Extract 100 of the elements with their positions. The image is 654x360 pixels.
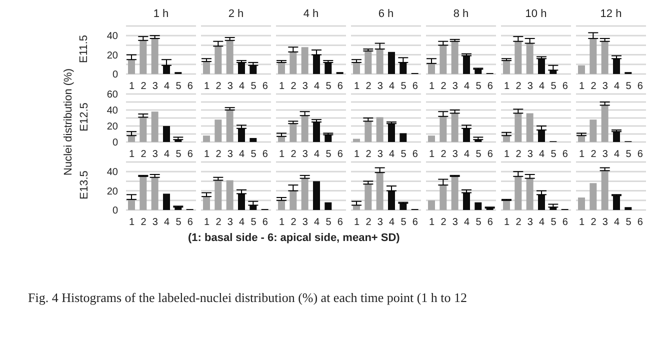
chart-title: 6 h	[377, 8, 395, 20]
bar	[203, 62, 210, 74]
bar	[353, 205, 360, 210]
x-tick-label: 3	[152, 217, 158, 228]
x-tick-label: 4	[239, 217, 246, 228]
x-tick-label: 1	[429, 217, 436, 228]
bar	[578, 65, 585, 74]
text: Nuclei distribution (%)	[62, 68, 74, 176]
x-tick-label: 3	[302, 81, 308, 92]
x-tick-label: 4	[539, 81, 546, 92]
bar	[474, 202, 482, 210]
bar	[590, 183, 597, 210]
x-tick-label: 5	[250, 217, 257, 228]
x-tick-label: 4	[389, 149, 396, 160]
bar	[624, 207, 632, 210]
chart-title: 1 h	[152, 8, 170, 20]
bar	[376, 172, 384, 210]
bar	[613, 132, 620, 142]
x-tick-label: 4	[164, 217, 170, 228]
bar	[538, 194, 545, 210]
x-tick-label: 5	[176, 217, 182, 228]
bar	[278, 62, 285, 74]
x-tick-label: 4	[164, 149, 170, 160]
x-tick-label: 6	[187, 149, 194, 160]
x-tick-label: 5	[626, 217, 632, 228]
x-tick-label: 6	[412, 149, 418, 160]
bar	[514, 176, 522, 210]
x-tick-label: 4	[614, 81, 620, 92]
x-tick-label: 1	[129, 217, 136, 228]
bar	[451, 113, 458, 142]
x-tick-label: 2	[140, 149, 147, 160]
x-tick-label: 5	[326, 81, 332, 92]
x-tick-label: 6	[487, 81, 494, 92]
chart-title: 10 h	[524, 8, 548, 20]
y-axis-title: E12.5	[78, 102, 90, 132]
bar	[163, 126, 170, 142]
bar	[503, 136, 510, 142]
bar	[526, 43, 534, 74]
bar	[364, 50, 372, 74]
x-tick-label: 2	[440, 149, 447, 160]
bar	[400, 62, 407, 74]
bar	[301, 116, 308, 142]
x-tick-label: 6	[412, 81, 418, 92]
x-tick-label: 3	[152, 149, 158, 160]
bar	[278, 200, 285, 210]
x-tick-label: 1	[129, 81, 136, 92]
x-tick-label: 2	[516, 217, 522, 228]
chart-title: 8 h	[452, 8, 470, 20]
bar	[601, 170, 608, 210]
x-tick-label: 2	[366, 149, 372, 160]
bar	[313, 181, 320, 210]
x-tick-label: 6	[637, 217, 644, 228]
x-tick-label: 1	[279, 81, 286, 92]
x-tick-label: 3	[527, 149, 534, 160]
x-tick-label: 6	[562, 217, 568, 228]
x-tick-label: 6	[487, 217, 494, 228]
x-tick-label: 4	[314, 149, 320, 160]
bar	[226, 180, 234, 210]
x-tick-label: 5	[550, 81, 557, 92]
x-tick-label: 6	[562, 149, 568, 160]
x-tick-label: 4	[164, 81, 170, 92]
bar	[238, 194, 245, 210]
x-tick-label: 1	[129, 149, 136, 160]
bar	[428, 63, 435, 74]
bar	[290, 52, 297, 74]
x-tick-label: 5	[250, 81, 257, 92]
x-tick-label: 3	[602, 149, 608, 160]
y-tick-label: 0	[112, 70, 118, 81]
x-tick-label: 4	[239, 149, 246, 160]
bar	[151, 177, 158, 210]
bar	[590, 120, 597, 142]
bar	[203, 136, 210, 142]
bar	[290, 124, 297, 142]
chart-title: 12 h	[599, 8, 623, 20]
x-tick-label: 3	[527, 81, 534, 92]
x-tick-label: 3	[602, 81, 608, 92]
bar	[601, 105, 608, 142]
bar	[451, 41, 458, 74]
x-tick-label: 2	[290, 149, 297, 160]
x-tick-label: 5	[326, 217, 332, 228]
bar	[226, 110, 234, 142]
x-tick-label: 1	[579, 217, 586, 228]
x-tick-label: 1	[429, 81, 436, 92]
x-tick-label: 4	[464, 217, 470, 228]
x-tick-label: 4	[464, 81, 470, 92]
bar	[140, 117, 147, 142]
x-tick-label: 1	[354, 217, 360, 228]
x-tick-label: 4	[539, 149, 546, 160]
x-tick-label: 3	[452, 217, 458, 228]
x-tick-label: 4	[239, 81, 246, 92]
x-tick-label: 4	[314, 217, 320, 228]
bar	[226, 40, 234, 74]
y-tick-label: 40	[106, 167, 118, 178]
bar	[376, 117, 384, 142]
bar	[151, 112, 158, 142]
x-tick-label: 5	[176, 81, 182, 92]
bar	[353, 138, 360, 142]
bar	[214, 180, 222, 210]
x-tick-label: 2	[366, 217, 372, 228]
x-tick-label: 6	[562, 81, 568, 92]
